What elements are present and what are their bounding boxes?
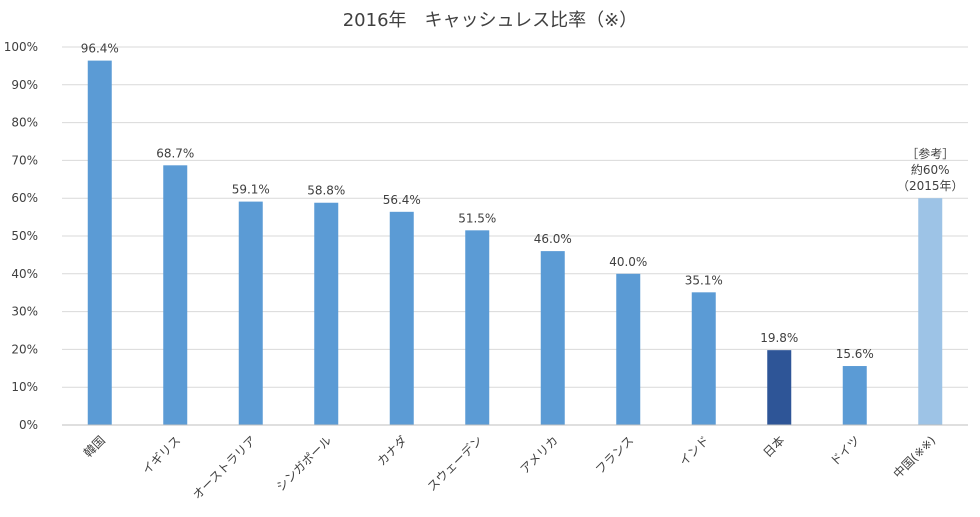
x-category-label: インド — [677, 433, 712, 468]
bar — [389, 211, 414, 425]
y-axis-ticks: 0% 10% 20% 30% 40% 50% 60% 70% 80% 90% 100% — [4, 40, 38, 432]
y-tick-label: 0% — [19, 418, 38, 432]
data-label: ［参考］ — [906, 146, 954, 161]
data-label: 68.7% — [156, 146, 194, 160]
y-tick-label: 30% — [11, 305, 38, 319]
y-tick-label: 80% — [11, 116, 38, 130]
y-tick-label: 90% — [11, 78, 38, 92]
data-labels: 96.4% 68.7% 59.1% 58.8% 56.4% 51.5% 46.0% 40.0%… — [81, 42, 964, 361]
x-category-label: カナダ — [374, 433, 410, 469]
data-label: 56.4% — [383, 193, 421, 207]
data-label: 58.8% — [307, 184, 345, 198]
bar — [540, 251, 565, 425]
bar — [465, 230, 490, 425]
bars — [87, 60, 943, 425]
bar — [616, 273, 641, 425]
data-label: 19.8% — [760, 331, 798, 345]
data-label: 約60% — [911, 162, 950, 177]
y-tick-label: 60% — [11, 191, 38, 205]
category-labels: 韓国 イギリス オーストラリア シンガポール カナダ スウェーデン アメリカ フランス インド 日… — [81, 433, 938, 503]
bar — [314, 202, 339, 425]
bar — [87, 60, 112, 425]
x-category-label: オーストラリア — [190, 433, 259, 502]
data-label: 96.4% — [81, 42, 119, 56]
data-label: 46.0% — [534, 232, 572, 246]
bar — [163, 165, 188, 425]
x-category-label: フランス — [593, 433, 637, 477]
bar — [238, 201, 263, 425]
y-tick-label: 100% — [4, 40, 38, 54]
chart-title: 2016年 キャッシュレス比率（※） — [343, 10, 638, 31]
x-category-label: 日本 — [760, 433, 787, 460]
bar — [918, 198, 943, 425]
gridlines — [62, 46, 968, 388]
x-category-label: イギリス — [140, 433, 184, 477]
y-tick-label: 20% — [11, 342, 38, 356]
x-category-label: 韓国 — [81, 433, 108, 460]
bar — [691, 292, 716, 425]
y-tick-label: 70% — [11, 153, 38, 167]
x-category-label: シンガポール — [274, 433, 335, 494]
y-tick-label: 50% — [11, 229, 38, 243]
bar — [767, 350, 792, 425]
y-tick-label: 40% — [11, 267, 38, 281]
data-label: 40.0% — [609, 255, 647, 269]
x-category-label: スウェーデン — [424, 433, 486, 495]
x-category-label: 中国(※※) — [890, 433, 938, 481]
data-label: 51.5% — [458, 211, 496, 225]
y-tick-label: 10% — [11, 380, 38, 394]
data-label: 35.1% — [685, 273, 723, 287]
data-label: （2015年） — [897, 179, 964, 193]
x-category-label: アメリカ — [517, 433, 560, 476]
data-label: 15.6% — [836, 347, 874, 361]
data-label: 59.1% — [232, 183, 270, 197]
x-category-label: ドイツ — [828, 433, 863, 468]
bar — [842, 366, 867, 425]
